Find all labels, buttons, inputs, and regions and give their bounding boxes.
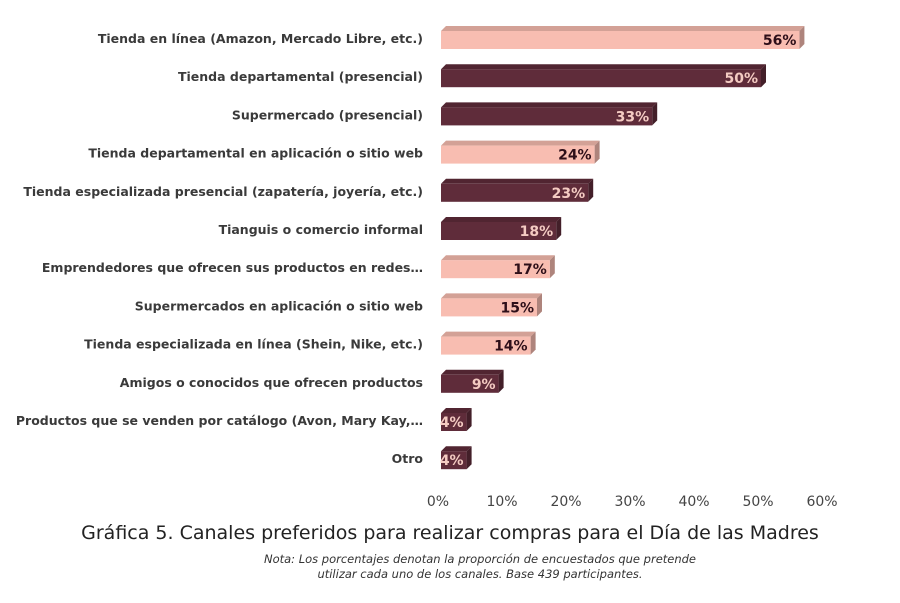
value-label: 18% <box>520 224 554 240</box>
bar <box>441 298 537 317</box>
bar-top <box>441 293 542 299</box>
category-label: Tienda especializada en línea (Shein, Ni… <box>84 337 423 352</box>
value-label: 15% <box>500 300 534 316</box>
bar-side <box>498 369 504 393</box>
category-label: Amigos o conocidos que ofrecen productos <box>120 375 423 390</box>
bar-top <box>441 26 805 31</box>
bar <box>441 451 467 470</box>
bar <box>441 374 499 393</box>
bar-top <box>441 140 600 146</box>
bar <box>441 336 531 355</box>
chart-title: Gráfica 5. Canales preferidos para reali… <box>81 522 819 544</box>
bar <box>441 31 800 49</box>
bar-top <box>441 446 472 452</box>
x-tick-label: 50% <box>742 494 773 510</box>
bar <box>441 183 589 202</box>
bar-side <box>799 26 805 49</box>
bar <box>441 69 761 88</box>
bar <box>441 107 653 126</box>
chart-note: Nota: Los porcentajes denotan la proporc… <box>263 552 697 581</box>
value-label: 23% <box>552 186 586 202</box>
x-tick-label: 40% <box>678 494 709 510</box>
category-label: Tianguis o comercio informal <box>219 222 423 237</box>
bar <box>441 145 595 164</box>
x-tick-label: 10% <box>486 494 517 510</box>
bar-chart: Tienda en línea (Amazon, Mercado Libre, … <box>16 26 838 510</box>
x-tick-label: 20% <box>550 494 581 510</box>
value-label: 50% <box>724 71 758 87</box>
x-tick-label: 30% <box>614 494 645 510</box>
x-tick-label: 0% <box>427 494 449 510</box>
value-label: 33% <box>616 109 650 125</box>
bar-side <box>556 217 562 240</box>
value-label: 14% <box>494 339 528 355</box>
bar-side <box>537 293 542 317</box>
value-label: 4% <box>440 453 464 469</box>
bar <box>441 222 557 240</box>
bar-top <box>441 331 536 337</box>
category-label: Emprendedores que ofrecen sus productos … <box>42 260 423 275</box>
bar-top <box>441 408 472 413</box>
category-label: Productos que se venden por catálogo (Av… <box>16 413 423 428</box>
bar-side <box>466 446 472 470</box>
category-label: Tienda especializada presencial (zapater… <box>23 184 423 199</box>
category-label: Tienda en línea (Amazon, Mercado Libre, … <box>98 31 423 46</box>
bar <box>441 260 550 279</box>
bar <box>441 413 467 431</box>
bar-top <box>441 217 562 222</box>
bar-side <box>530 331 536 355</box>
value-label: 56% <box>763 33 797 49</box>
bar-side <box>549 255 555 279</box>
bar-top <box>441 102 658 108</box>
bar-side <box>761 64 766 88</box>
bar-top <box>441 255 555 261</box>
bar-top <box>441 64 766 70</box>
bar-side <box>466 408 472 431</box>
category-label: Supermercado (presencial) <box>232 107 423 122</box>
category-label: Tienda departamental (presencial) <box>178 69 423 84</box>
bar-side <box>652 102 658 126</box>
category-label: Otro <box>392 451 424 466</box>
value-label: 24% <box>558 148 592 164</box>
bar-side <box>594 140 600 164</box>
value-label: 4% <box>440 415 464 431</box>
x-tick-label: 60% <box>806 494 837 510</box>
bar-top <box>441 369 504 375</box>
bar-side <box>588 178 594 202</box>
value-label: 17% <box>513 262 547 278</box>
category-label: Tienda departamental en aplicación o sit… <box>88 146 423 161</box>
bar-top <box>441 178 594 184</box>
category-label: Supermercados en aplicación o sitio web <box>135 298 423 313</box>
value-label: 9% <box>472 377 496 393</box>
